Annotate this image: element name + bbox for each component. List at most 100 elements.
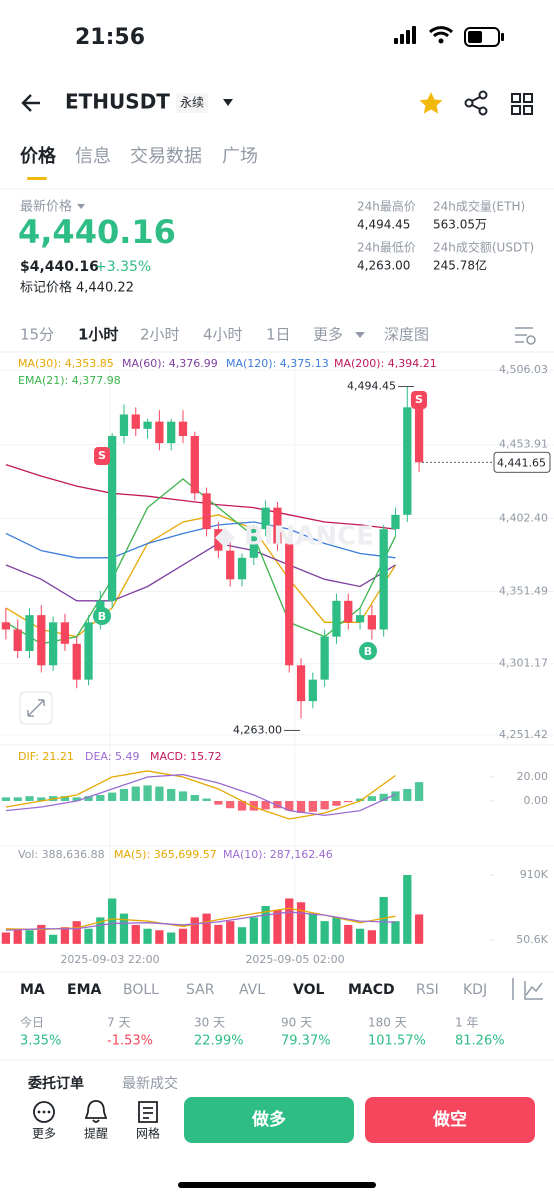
macd-bar (178, 791, 188, 801)
back-button[interactable] (21, 94, 40, 112)
indicator[interactable]: MA (20, 982, 45, 998)
tab-indicator (27, 177, 47, 180)
macd-bar (296, 800, 306, 813)
macd-bar (273, 800, 282, 809)
volume-bar (119, 913, 129, 944)
candle-body (202, 493, 211, 530)
interval[interactable]: 深度图 (384, 326, 429, 344)
more-icon[interactable] (33, 1101, 55, 1123)
macd-bar (13, 797, 22, 801)
volume-bar (237, 927, 247, 944)
volume-bar (84, 928, 93, 944)
signal-marker: B (93, 607, 111, 625)
candle-body (178, 421, 188, 436)
candle-body (355, 615, 365, 623)
perf-value: 3.35% (20, 1034, 61, 1049)
chart-settings[interactable] (515, 327, 536, 345)
expand-button[interactable] (19, 691, 53, 725)
volume-bar (108, 898, 117, 944)
long-label[interactable]: 做多 (251, 1109, 286, 1130)
candle-body (296, 665, 306, 702)
legend-entry: MA(200): 4,394.21 (334, 357, 437, 370)
macd-bar (96, 794, 105, 801)
legend-entry: MA(60): 4,376.99 (122, 357, 218, 370)
tag-bg (176, 93, 208, 113)
grid-icon[interactable] (138, 1101, 158, 1123)
signal-marker: S (94, 447, 110, 465)
indicator[interactable]: EMA (67, 982, 101, 998)
volume-bar (367, 930, 377, 944)
long-button[interactable] (184, 1097, 354, 1143)
indicator[interactable]: KDJ (463, 982, 487, 998)
macd-bar (237, 800, 247, 811)
volume-bar (391, 921, 400, 944)
share-button[interactable] (464, 90, 488, 116)
volume-bar (37, 924, 46, 944)
indicator-line (5, 770, 396, 820)
tab[interactable]: 价格 (20, 145, 57, 167)
last-price: 4,440.16 (18, 213, 176, 251)
short-button[interactable] (365, 1097, 535, 1143)
status-icons (394, 26, 504, 47)
alert-icon[interactable] (84, 1100, 108, 1123)
indicator[interactable]: RSI (416, 982, 439, 998)
volume-bar (320, 921, 329, 944)
interval[interactable]: 15分 (20, 326, 54, 344)
candle-body (403, 407, 412, 515)
tool-label[interactable]: 网格 (136, 1126, 160, 1141)
indicator[interactable]: SAR (186, 982, 215, 998)
interval[interactable]: 1日 (266, 326, 291, 344)
volume-bar (344, 924, 353, 944)
indicator[interactable]: VOL (293, 982, 324, 998)
macd-bar (155, 786, 164, 801)
perf-value: 22.99% (194, 1034, 244, 1049)
tool-label[interactable]: 更多 (32, 1127, 56, 1141)
indicator-line (5, 514, 397, 638)
tab[interactable]: 广场 (222, 146, 258, 167)
last-price-box (493, 451, 551, 473)
volume-bar (25, 930, 34, 944)
interval[interactable]: 2小时 (140, 326, 180, 344)
tool-label[interactable]: 提醒 (84, 1126, 108, 1141)
symbol-dropdown[interactable] (223, 99, 233, 106)
interval[interactable]: 4小时 (203, 326, 243, 344)
signal-marker: S (411, 391, 427, 409)
macd-bar (167, 788, 176, 801)
price-dropdown[interactable] (77, 204, 85, 209)
last-price-label: 4,441.65 (497, 456, 546, 469)
y-tick-label: 910K (520, 868, 549, 881)
grid-menu[interactable] (511, 93, 533, 115)
tab[interactable]: 信息 (75, 146, 111, 167)
legend-entry: MA(30): 4,353.85 (18, 357, 114, 370)
tab[interactable]: 交易数据 (130, 146, 202, 167)
more-dropdown[interactable] (355, 332, 365, 338)
candle-body (60, 622, 70, 644)
watermark: ◆ BINANCE (215, 522, 374, 552)
y-tick-label: 4,301.17 (499, 657, 548, 670)
volume-bar (261, 906, 270, 944)
indicator-line (5, 464, 396, 530)
order-tab[interactable]: 最新成交 (122, 1075, 178, 1092)
legend-entry: MA(10): 287,162.46 (223, 848, 333, 861)
indicator[interactable]: MACD (348, 982, 395, 998)
stat-value: 563.05万 (433, 218, 487, 232)
candle-body (167, 421, 176, 444)
indicator[interactable]: AVL (239, 982, 265, 998)
y-tick-label: 4,506.03 (499, 363, 548, 376)
favorite-star[interactable] (419, 92, 443, 114)
short-label[interactable]: 做空 (432, 1109, 467, 1130)
volume-bar (249, 917, 258, 944)
indicator[interactable]: BOLL (123, 982, 159, 998)
interval[interactable]: 1小时 (78, 326, 118, 344)
interval[interactable]: 更多 (313, 326, 343, 344)
indicator-settings[interactable] (512, 978, 543, 1000)
volume-bar (296, 902, 306, 944)
order-tab[interactable]: 委托订单 (27, 1075, 84, 1092)
macd-bar (285, 800, 294, 811)
perf-label: 7 天 (107, 1016, 130, 1030)
y-tick-label: 4,402.40 (499, 512, 548, 525)
macd-bar (108, 792, 117, 801)
macd-bar (119, 788, 129, 801)
stat-label: 24h最低价 (357, 241, 416, 255)
